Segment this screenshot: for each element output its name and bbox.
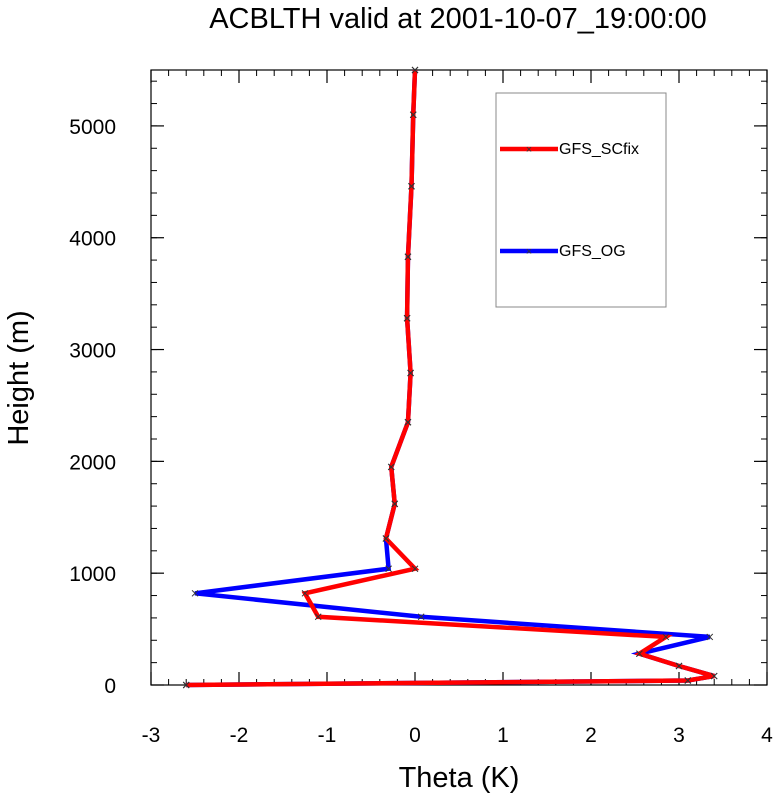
data-point-gfs-scfix xyxy=(404,418,412,426)
x-axis-label: Theta (K) xyxy=(399,762,520,794)
data-point-gfs-scfix xyxy=(382,535,390,542)
y-tick-label: 2000 xyxy=(69,451,116,474)
axis-ticks: -3 -2 -1 0 1 2 3 4 0 1000 2000 3000 4000 5000 xyxy=(69,70,773,747)
data-point-gfs-scfix xyxy=(710,672,718,680)
data-point-gfs-scfix xyxy=(301,589,309,597)
data-point-gfs-scfix xyxy=(411,565,419,573)
legend-box xyxy=(495,92,667,308)
data-point-gfs-scfix xyxy=(403,314,411,322)
y-tick-label: 3000 xyxy=(69,340,116,363)
data-point-gfs-og xyxy=(191,589,199,597)
y-tick-label: 0 xyxy=(104,675,116,698)
plot-frame xyxy=(150,69,768,686)
legend: × GFS_SCfix × GFS_OG xyxy=(495,92,667,308)
data-point-gfs-scfix xyxy=(407,369,414,377)
data-point-gfs-scfix xyxy=(409,111,417,119)
x-tick-label: 4 xyxy=(761,724,773,747)
data-point-gfs-scfix xyxy=(391,500,399,508)
data-point-gfs-og xyxy=(706,633,714,641)
data-point-gfs-scfix xyxy=(404,253,412,261)
x-tick-label: 0 xyxy=(409,724,421,747)
data-point-gfs-scfix xyxy=(387,463,395,471)
legend-marker-og: × xyxy=(526,246,532,258)
data-point-gfs-scfix xyxy=(675,662,683,670)
chart-title: ACBLTH valid at 2001-10-07_19:00:00 xyxy=(209,3,707,35)
x-tick-label: -2 xyxy=(230,724,249,747)
data-point-gfs-scfix xyxy=(411,66,419,74)
y-tick-label: 5000 xyxy=(69,116,116,139)
x-tick-label: 1 xyxy=(497,724,509,747)
data-point-gfs-scfix xyxy=(182,681,190,689)
series-lines xyxy=(182,66,718,689)
legend-marker-scfix: × xyxy=(526,144,532,156)
y-tick-label: 4000 xyxy=(69,228,116,251)
data-point-gfs-scfix xyxy=(662,633,670,641)
data-point-gfs-scfix xyxy=(636,650,643,658)
data-point-gfs-og xyxy=(385,565,392,573)
x-tick-label: -3 xyxy=(142,724,161,747)
data-point-gfs-scfix xyxy=(314,613,322,621)
x-tick-label: 3 xyxy=(673,724,685,747)
data-point-gfs-scfix xyxy=(408,182,415,190)
y-axis-label: Height (m) xyxy=(3,310,35,445)
legend-label-scfix: GFS_SCfix xyxy=(559,141,639,158)
data-point-gfs-og xyxy=(417,613,425,621)
y-tick-label: 1000 xyxy=(69,563,116,586)
x-tick-label: 2 xyxy=(585,724,597,747)
legend-label-og: GFS_OG xyxy=(559,243,626,260)
data-point-gfs-scfix xyxy=(684,677,692,684)
x-tick-label: -1 xyxy=(318,724,337,747)
